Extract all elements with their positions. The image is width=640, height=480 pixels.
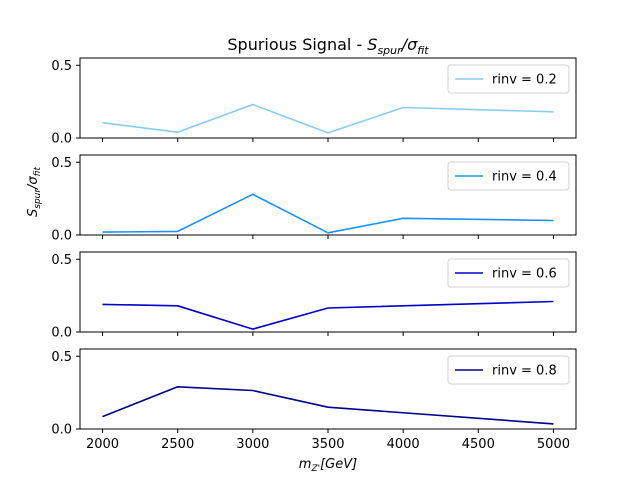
- subplot-3: 0.0 0.5 rinv = 0.6: [51, 251, 577, 341]
- subplot-panels: 0.0 0.5 rinv = 0.2 0.0 0.5 rinv = 0.4 0.0 0.5 ri…: [51, 57, 577, 452]
- x-tick-label: 2500: [161, 437, 194, 452]
- series-line: [102, 193, 554, 234]
- y-tick-label: 0.0: [51, 229, 72, 244]
- series-line: [102, 385, 554, 425]
- legend-label: rinv = 0.4: [492, 170, 557, 185]
- chart-title: Spurious Signal - Sspur/σfit: [227, 35, 429, 57]
- legend-label: rinv = 0.8: [492, 364, 557, 379]
- y-tick-label: 0.5: [51, 156, 72, 171]
- series-line: [102, 103, 554, 134]
- x-tick-label: 3500: [311, 437, 344, 452]
- x-axis-label: mZ'[GeV]: [299, 457, 357, 474]
- x-tick-label: 5000: [537, 437, 570, 452]
- y-tick-label: 0.5: [51, 59, 72, 74]
- y-axis-label: Sspur/σfit: [26, 167, 43, 218]
- legend-label: rinv = 0.2: [492, 73, 557, 88]
- subplot-4: 0.0 0.5 2000 2500 3000 3500 4000 4500 5000 rinv =…: [51, 348, 577, 452]
- x-tick-label: 2000: [86, 437, 119, 452]
- subplot-2: 0.0 0.5 rinv = 0.4: [51, 154, 577, 244]
- series-line: [102, 300, 554, 330]
- y-tick-label: 0.0: [51, 423, 72, 438]
- legend-label: rinv = 0.6: [492, 267, 557, 282]
- legend-box: [447, 64, 570, 94]
- x-tick-label: 4500: [462, 437, 495, 452]
- legend-box: [447, 258, 570, 288]
- legend-box: [447, 161, 570, 191]
- x-tick-label: 3000: [236, 437, 269, 452]
- y-tick-label: 0.5: [51, 253, 72, 268]
- y-tick-label: 0.5: [51, 350, 72, 365]
- y-tick-label: 0.0: [51, 326, 72, 341]
- x-tick-label: 4000: [387, 437, 420, 452]
- legend-box: [447, 355, 570, 385]
- y-tick-label: 0.0: [51, 132, 72, 147]
- subplot-1: 0.0 0.5 rinv = 0.2: [51, 57, 577, 147]
